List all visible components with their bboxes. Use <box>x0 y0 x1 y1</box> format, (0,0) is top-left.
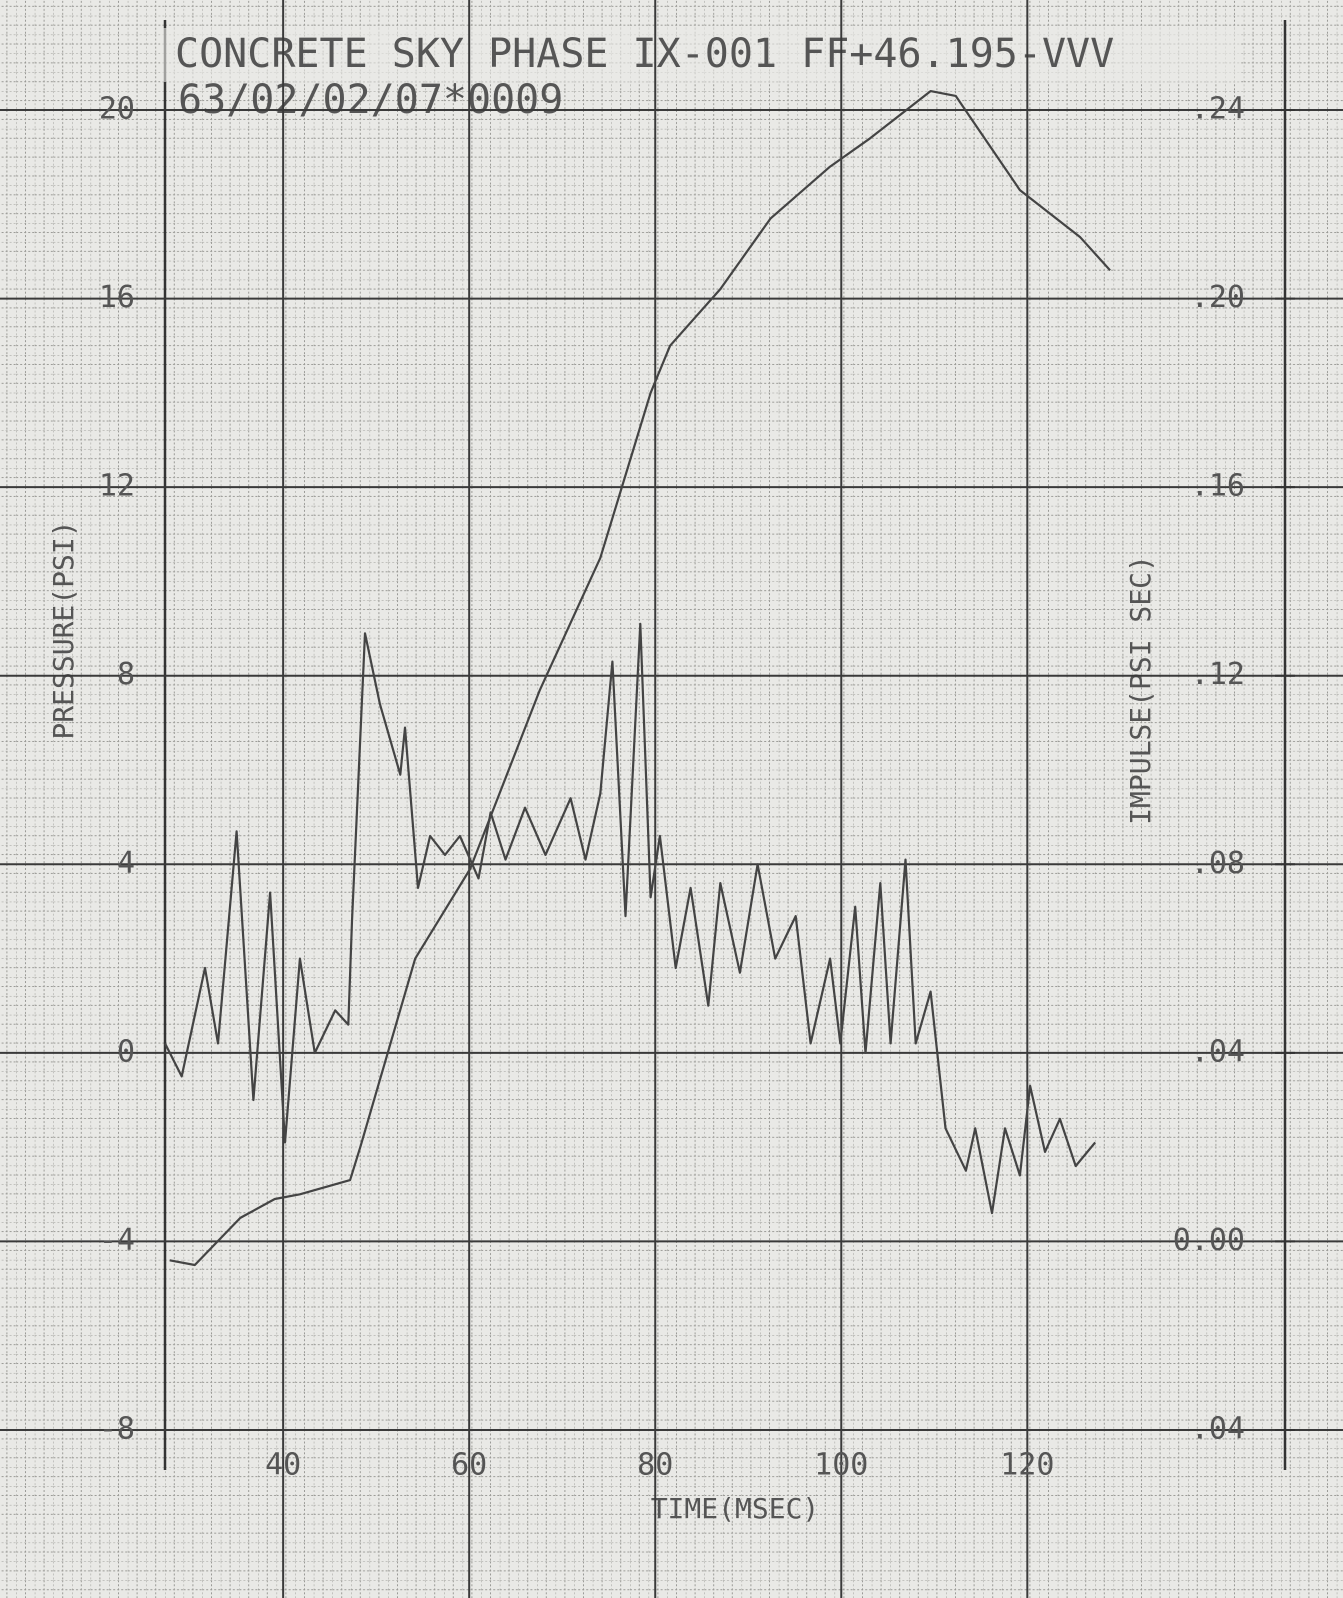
y2-tick-label: 0.00 <box>1173 1223 1245 1258</box>
y-tick-label: 16 <box>99 280 135 315</box>
data-line <box>169 90 1111 1267</box>
y2-tick-label: .20 <box>1191 280 1245 315</box>
y-tick-label: 4 <box>117 846 135 881</box>
y2-tick-label: .24 <box>1191 92 1245 127</box>
x-tick-label: 60 <box>451 1448 487 1483</box>
y-axis-label: PRESSURE(PSI) <box>47 520 80 739</box>
chart-title: CONCRETE SKY PHASE IX-001 FF+46.195-VVV <box>175 31 1114 77</box>
y-tick-label: 0 <box>117 1034 135 1069</box>
y-tick-label: 20 <box>99 92 135 127</box>
y2-tick-label: .04 <box>1191 1412 1245 1447</box>
y-tick-label: -4 <box>99 1223 135 1258</box>
x-axis-label: TIME(MSEC) <box>651 1492 820 1525</box>
y2-tick-label: .16 <box>1191 469 1245 504</box>
y2-tick-label: .12 <box>1191 657 1245 692</box>
y-tick-label: 8 <box>117 657 135 692</box>
title-box <box>160 28 1240 82</box>
x-tick-label: 40 <box>265 1448 301 1483</box>
chart-subtitle: 63/02/02/07*0009 <box>178 77 563 123</box>
y2-tick-label: .08 <box>1191 846 1245 881</box>
x-tick-label: 100 <box>814 1448 868 1483</box>
y2-tick-label: .04 <box>1191 1034 1245 1069</box>
data-line <box>164 622 1097 1215</box>
x-tick-label: 120 <box>1000 1448 1054 1483</box>
y-tick-label: -8 <box>99 1412 135 1447</box>
x-tick-label: 80 <box>637 1448 673 1483</box>
y-tick-label: 12 <box>99 469 135 504</box>
y2-axis-label: IMPULSE(PSI SEC) <box>1124 555 1157 825</box>
